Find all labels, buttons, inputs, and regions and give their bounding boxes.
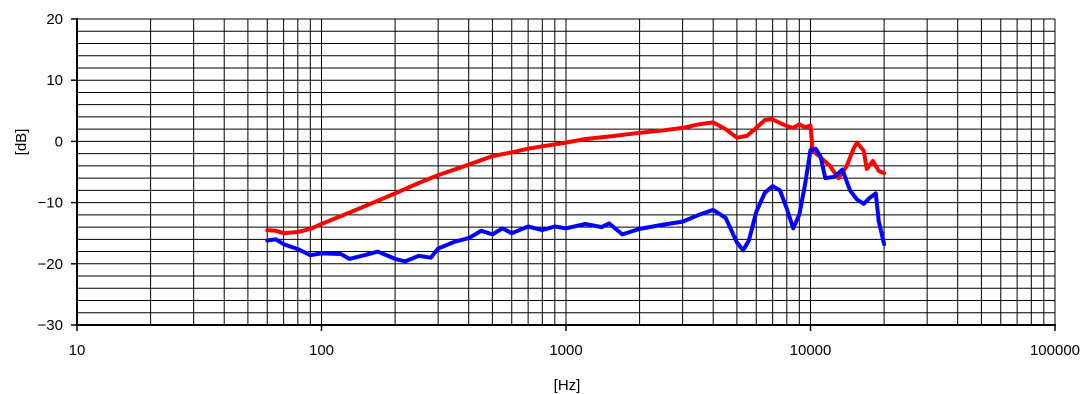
x-tick-label: 100 xyxy=(309,342,334,359)
y-tick-label: −20 xyxy=(38,256,63,273)
y-tick-label: −10 xyxy=(38,195,63,212)
y-axis-title: [dB] xyxy=(13,129,30,156)
x-tick-label: 10 xyxy=(69,342,86,359)
series-line-blue xyxy=(265,146,887,264)
series-layer xyxy=(265,117,887,264)
y-tick-label: 10 xyxy=(46,72,63,89)
x-tick-label: 1000 xyxy=(549,342,582,359)
x-tick-label: 100000 xyxy=(1030,342,1080,359)
x-axis-title: [Hz] xyxy=(554,377,581,394)
x-tick-label: 10000 xyxy=(790,342,832,359)
y-tick-label: 20 xyxy=(46,11,63,28)
series-line-red xyxy=(265,117,887,236)
y-tick-label: −30 xyxy=(38,317,63,334)
axes xyxy=(71,18,1056,331)
y-tick-label: 0 xyxy=(55,133,63,150)
grid xyxy=(76,18,1055,326)
